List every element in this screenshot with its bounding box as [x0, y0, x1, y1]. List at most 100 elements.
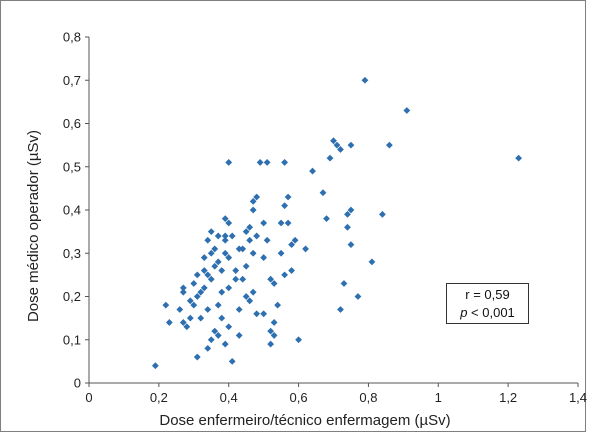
- correlation-annotation-box: r = 0,59 p < 0,001: [446, 283, 529, 324]
- data-point: [354, 293, 362, 300]
- data-point: [337, 306, 344, 313]
- data-point: [193, 293, 201, 300]
- x-tick-label: 0,6: [290, 390, 308, 405]
- data-point: [239, 275, 247, 283]
- data-point: [211, 327, 219, 335]
- data-point: [249, 206, 257, 214]
- data-point: [204, 236, 212, 244]
- data-point: [309, 167, 316, 175]
- data-point: [179, 288, 187, 296]
- data-point: [333, 141, 341, 149]
- data-point: [235, 245, 243, 253]
- data-point: [337, 146, 344, 153]
- y-tick-label: 0,3: [63, 246, 81, 261]
- data-point: [235, 306, 243, 313]
- data-point: [200, 254, 208, 261]
- data-point: [214, 258, 222, 266]
- data-point: [281, 159, 288, 166]
- x-tick-label: 1: [435, 390, 442, 405]
- data-point: [218, 314, 226, 322]
- data-point: [228, 232, 236, 240]
- data-point: [253, 310, 261, 318]
- data-point: [225, 323, 233, 331]
- data-point: [207, 336, 215, 344]
- data-point: [211, 262, 219, 270]
- data-point: [232, 275, 240, 283]
- data-point: [165, 319, 173, 326]
- y-tick-label: 0,7: [63, 73, 81, 88]
- p-symbol: p: [460, 305, 468, 320]
- data-point: [344, 223, 351, 231]
- data-point: [183, 323, 191, 331]
- data-point: [204, 345, 212, 352]
- data-point: [326, 154, 334, 162]
- data-point: [218, 267, 226, 274]
- data-point: [214, 301, 222, 309]
- y-tick-label: 0,4: [63, 203, 81, 218]
- data-point: [347, 241, 355, 248]
- data-point: [295, 336, 302, 344]
- data-point: [302, 245, 309, 253]
- y-tick-label: 0,2: [63, 289, 81, 304]
- data-point: [368, 258, 376, 266]
- data-point: [281, 202, 288, 210]
- data-point: [211, 245, 219, 253]
- data-point: [207, 249, 215, 257]
- data-point: [291, 236, 299, 244]
- x-tick-label: 1,4: [569, 390, 587, 405]
- x-tick-label: 0: [85, 390, 92, 405]
- data-point: [221, 215, 229, 223]
- data-point: [207, 275, 215, 283]
- data-point: [288, 241, 295, 248]
- data-point: [225, 159, 233, 166]
- data-point: [204, 271, 212, 279]
- data-point: [200, 267, 208, 274]
- data-point: [347, 206, 355, 214]
- data-point: [284, 219, 292, 227]
- data-point: [221, 232, 229, 240]
- data-point: [319, 189, 327, 197]
- data-point: [385, 141, 393, 149]
- data-point: [218, 288, 226, 296]
- data-point: [242, 293, 250, 300]
- data-point: [267, 327, 275, 335]
- data-point: [214, 332, 222, 339]
- data-point: [270, 332, 278, 339]
- data-point: [239, 245, 247, 253]
- data-point: [242, 228, 250, 236]
- data-point: [225, 284, 233, 292]
- data-point: [207, 228, 215, 236]
- data-point: [515, 154, 523, 162]
- data-point: [225, 219, 233, 227]
- y-axis-ticks: 0 0,1 0,2 0,3 0,4 0,5 0,6 0,7 0,8: [63, 30, 89, 391]
- data-point: [361, 76, 369, 84]
- data-point: [232, 267, 240, 274]
- data-point: [246, 236, 254, 244]
- data-point: [263, 159, 271, 166]
- y-tick-label: 0: [74, 376, 81, 391]
- data-point: [260, 219, 268, 227]
- data-point: [260, 254, 268, 261]
- data-point: [347, 141, 355, 149]
- x-axis-label: Dose enfermeiro/técnico enfermagem (µSv): [159, 412, 450, 429]
- p-value-text: p < 0,001: [447, 304, 528, 322]
- data-point: [179, 319, 187, 326]
- data-point: [246, 223, 254, 231]
- data-point: [249, 197, 257, 205]
- data-point: [197, 288, 205, 296]
- data-point: [403, 107, 411, 114]
- x-axis-ticks: 0 0,2 0,4 0,6 0,8 1 1,2 1,4: [85, 383, 587, 405]
- x-tick-label: 1,2: [499, 390, 517, 405]
- data-point: [162, 301, 170, 309]
- data-point: [323, 215, 330, 223]
- data-point: [288, 267, 295, 274]
- data-point: [214, 232, 222, 240]
- data-points: [151, 76, 523, 370]
- data-point: [253, 193, 261, 201]
- data-point: [235, 332, 243, 339]
- y-tick-label: 0,5: [63, 159, 81, 174]
- data-point: [277, 219, 285, 227]
- data-point: [274, 301, 282, 309]
